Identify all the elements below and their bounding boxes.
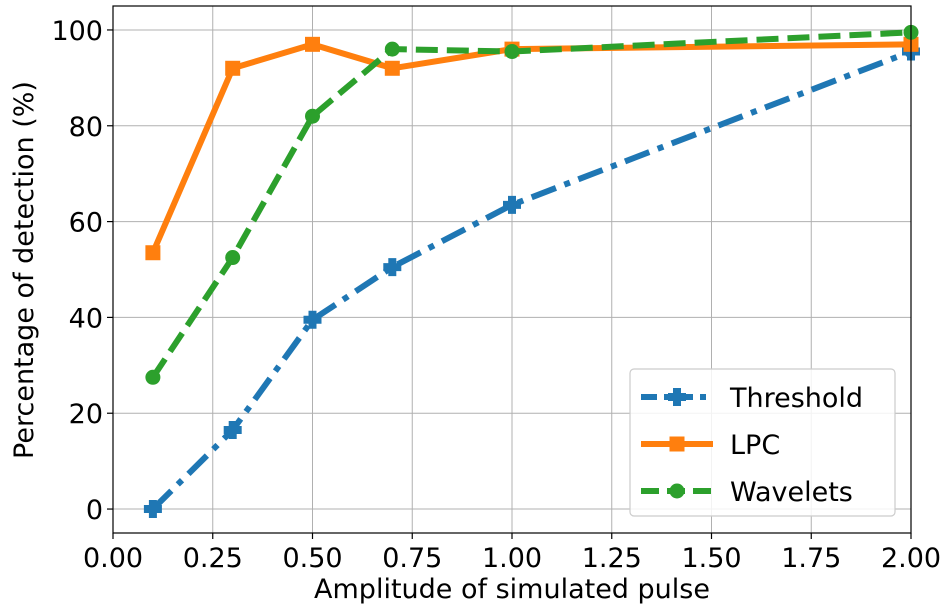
- x-tick-label: 1.25: [582, 543, 642, 574]
- legend-marker-lpc: [669, 436, 685, 452]
- x-tick-label: 1.50: [681, 543, 741, 574]
- x-axis-label: Amplitude of simulated pulse: [314, 574, 710, 605]
- data-point-wavelets: [384, 41, 400, 57]
- y-tick-label: 80: [69, 112, 103, 143]
- grid-lines: [112, 6, 912, 533]
- x-tick-label: 0.75: [382, 543, 442, 574]
- x-tick-label: 1.75: [781, 543, 841, 574]
- series-line-wavelets: [150, 29, 912, 379]
- y-tick-label: 0: [86, 495, 103, 526]
- y-tick-label: 20: [69, 399, 103, 430]
- data-point-wavelets: [504, 44, 520, 60]
- x-tick-label: 0.50: [282, 543, 342, 574]
- legend: Threshold LPC Wavelets: [629, 368, 896, 517]
- data-point-lpc: [305, 36, 320, 52]
- data-point-wavelets: [225, 250, 241, 266]
- legend-marker-wavelets: [669, 483, 685, 499]
- x-tick-label: 0.00: [83, 543, 143, 574]
- legend-box: [629, 368, 896, 517]
- x-tick-label: 2.00: [881, 543, 941, 574]
- legend-item-wavelets: Wavelets: [641, 477, 853, 508]
- data-point-threshold: [143, 500, 162, 519]
- data-point-lpc: [145, 245, 161, 261]
- data-point-threshold: [223, 420, 242, 439]
- data-point-threshold: [503, 195, 521, 214]
- legend-marker-threshold: [668, 388, 686, 406]
- legend-label-wavelets: Wavelets: [730, 477, 853, 508]
- y-axis-label: Percentage of detection (%): [9, 81, 40, 459]
- data-point-wavelets: [305, 108, 320, 124]
- y-tick-label: 60: [69, 208, 103, 239]
- y-axis-ticks: 0 20 40 60 80 100: [51, 16, 113, 526]
- x-axis-ticks: 0.00 0.25 0.50 0.75 1.00 1.25 1.50 1.75 2.00: [83, 533, 941, 574]
- legend-item-lpc: LPC: [641, 430, 780, 461]
- y-tick-label: 100: [51, 16, 103, 47]
- series-line-threshold: [150, 48, 913, 512]
- data-point-threshold: [303, 310, 322, 329]
- data-point-wavelets: [145, 369, 161, 385]
- x-tick-label: 1.00: [482, 543, 542, 574]
- data-point-lpc: [225, 60, 241, 76]
- x-tick-label: 0.25: [183, 543, 243, 574]
- legend-label-lpc: LPC: [730, 430, 780, 461]
- data-point-lpc: [384, 60, 400, 76]
- y-tick-label: 40: [69, 303, 103, 334]
- legend-item-threshold: Threshold: [641, 383, 863, 414]
- series-layer: [143, 24, 920, 519]
- series-wavelets: [145, 24, 919, 385]
- data-point-threshold: [383, 258, 402, 277]
- legend-label-threshold: Threshold: [729, 383, 863, 414]
